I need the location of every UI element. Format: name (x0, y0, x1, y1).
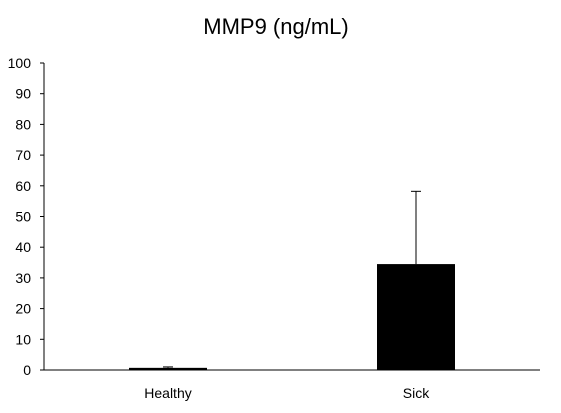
y-tick-label: 70 (15, 147, 31, 163)
y-tick-label: 0 (23, 362, 31, 378)
y-tick-label: 20 (15, 301, 31, 317)
y-tick-label: 30 (15, 270, 31, 286)
y-tick-label: 40 (15, 239, 31, 255)
category-label: Healthy (144, 385, 191, 401)
chart-title: MMP9 (ng/mL) (203, 14, 348, 39)
error-bars (163, 190, 421, 368)
bar-healthy (129, 367, 207, 370)
category-label: Sick (403, 385, 430, 401)
y-tick-label: 60 (15, 178, 31, 194)
y-tick-label: 50 (15, 209, 31, 225)
bars (129, 264, 455, 370)
y-axis: 0 10 20 30 40 50 60 70 80 90 100 (8, 55, 45, 378)
category-labels: Healthy Sick (144, 385, 430, 401)
y-tick-label: 80 (15, 116, 31, 132)
bar-sick (377, 264, 455, 370)
y-tick-label: 100 (8, 55, 32, 71)
y-tick-label: 10 (15, 331, 31, 347)
y-tick-label: 90 (15, 86, 31, 102)
